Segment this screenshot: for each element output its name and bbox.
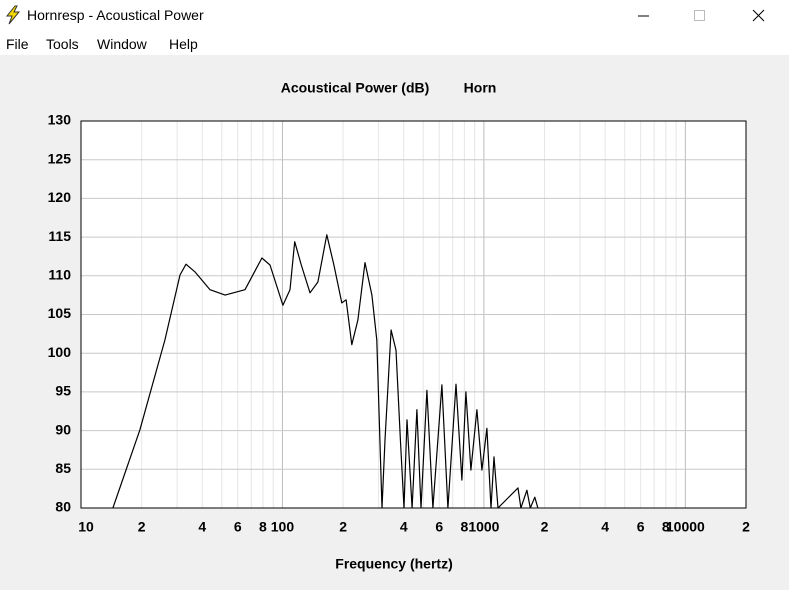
x-tick-label: 10000 (666, 519, 705, 535)
y-tick-label: 105 (48, 305, 72, 321)
x-tick-label: 2 (742, 519, 750, 535)
plot-frame (80, 120, 747, 509)
menu-bar: File Tools Window Help (0, 31, 789, 55)
x-tick-label: 4 (601, 519, 609, 535)
chart: Acoustical Power (dB) Horn Frequency (he… (48, 80, 750, 572)
menu-item[interactable]: Tools (46, 36, 79, 52)
curve-label: Horn (464, 80, 497, 96)
y-tick-label: 100 (48, 344, 72, 360)
x-tick-label: 6 (435, 519, 443, 535)
x-tick-label: 1000 (468, 519, 499, 535)
x-tick-label: 10 (78, 519, 94, 535)
y-tick-label: 80 (55, 499, 71, 515)
menu-item[interactable]: Help (169, 36, 198, 52)
y-tick-label: 110 (48, 267, 71, 283)
chart-title: Acoustical Power (dB) (281, 80, 430, 96)
minimize-button[interactable] (620, 0, 666, 31)
x-tick-label: 4 (400, 519, 408, 535)
x-axis-label: Frequency (hertz) (335, 556, 452, 572)
x-tick-label: 2 (339, 519, 347, 535)
y-tick-label: 115 (48, 228, 71, 244)
y-tick-label: 90 (55, 421, 71, 437)
y-tick-label: 95 (55, 383, 71, 399)
x-tick-label: 100 (271, 519, 295, 535)
x-tick-label: 4 (198, 519, 206, 535)
x-tick-label: 6 (234, 519, 242, 535)
menu-item[interactable]: File (6, 36, 29, 52)
y-tick-label: 120 (48, 189, 72, 205)
app-icon (5, 5, 21, 25)
y-tick-label: 85 (55, 460, 71, 476)
x-tick-label: 8 (259, 519, 267, 535)
x-tick-label: 2 (541, 519, 549, 535)
maximize-button[interactable] (677, 0, 723, 31)
title-bar: Hornresp - Acoustical Power (0, 0, 789, 31)
data-line (112, 234, 539, 508)
x-tick-label: 8 (460, 519, 468, 535)
x-tick-label: 6 (637, 519, 645, 535)
window-title: Hornresp - Acoustical Power (27, 7, 204, 23)
close-button[interactable] (736, 0, 782, 31)
x-tick-label: 2 (138, 519, 146, 535)
menu-item[interactable]: Window (97, 36, 147, 52)
y-tick-label: 125 (48, 150, 72, 166)
x-tick-label: 8 (662, 519, 670, 535)
y-tick-label: 130 (48, 112, 72, 128)
